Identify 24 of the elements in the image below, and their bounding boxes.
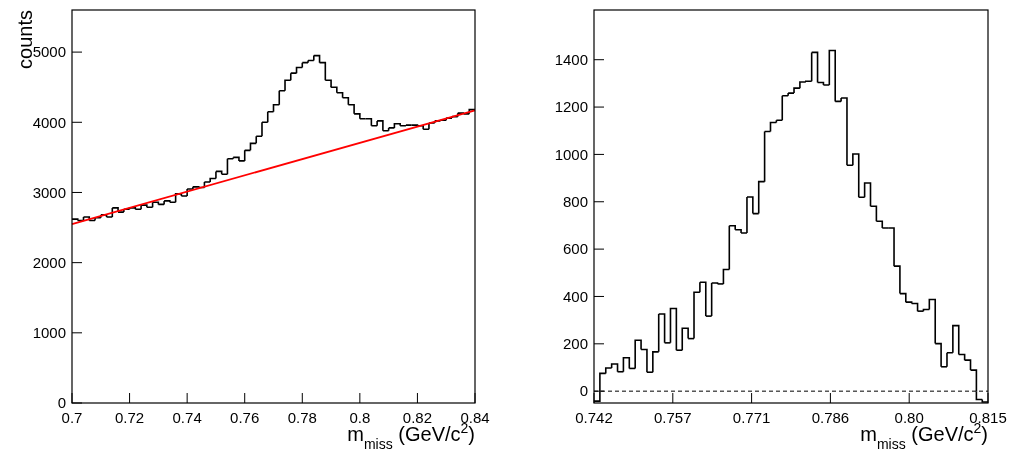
x-tick-label: 0.742 [575, 409, 613, 426]
x-tick-label: 0.7 [61, 409, 83, 426]
y-tick-label: 1000 [32, 324, 66, 342]
x-tick-label: 0.771 [732, 409, 771, 426]
y-tick-label: 2000 [32, 253, 66, 271]
y-tick-label: 600 [562, 240, 588, 258]
y-tick-label: 0 [57, 394, 66, 412]
y-tick-label: 4000 [32, 113, 66, 131]
y-tick-label: 3000 [32, 183, 66, 201]
x-tick-label: 0.76 [230, 409, 260, 426]
y-tick-label: 0 [579, 382, 588, 400]
x-tick-label: 0.72 [114, 409, 145, 426]
y-tick-label: 5000 [32, 43, 66, 61]
y-tick-label: 400 [562, 287, 588, 305]
y-tick-label: 1000 [554, 145, 588, 163]
x-tick-label: 0.82 [402, 409, 433, 426]
x-tick-label: 0.78 [287, 409, 317, 426]
y-tick-label: 800 [562, 193, 588, 211]
x-tick-label: 0.757 [654, 409, 692, 426]
y-tick-label: 200 [562, 335, 588, 353]
x-tick-label: 0.786 [811, 409, 850, 426]
y-tick-label: 1400 [554, 50, 588, 68]
y-tick-label: 1200 [554, 98, 588, 116]
x-tick-label: 0.74 [172, 409, 202, 426]
